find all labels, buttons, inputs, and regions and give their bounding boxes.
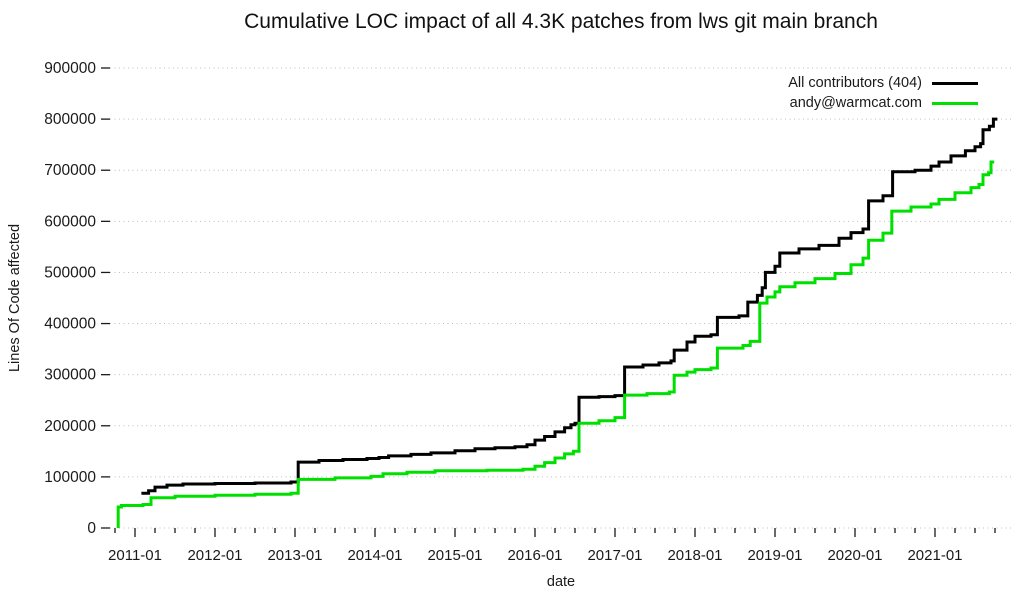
legend-label-all-contributors: All contributors (404) xyxy=(788,75,922,91)
x-tick-label: 2013-01 xyxy=(267,547,322,564)
x-tick-label: 2021-01 xyxy=(907,547,962,564)
y-tick-label: 100000 xyxy=(44,469,96,486)
y-tick-label: 600000 xyxy=(44,213,96,230)
x-tick-label: 2011-01 xyxy=(108,547,162,564)
y-tick-label: 800000 xyxy=(44,111,96,128)
y-tick-label: 300000 xyxy=(44,367,96,384)
y-tick-label: 900000 xyxy=(44,60,96,77)
x-tick-label: 2019-01 xyxy=(747,547,802,564)
y-tick-label: 400000 xyxy=(44,316,96,333)
x-tick-label: 2014-01 xyxy=(347,547,402,564)
y-tick-label: 0 xyxy=(87,520,96,537)
y-tick-label: 500000 xyxy=(44,264,96,281)
x-tick-label: 2015-01 xyxy=(427,547,482,564)
series-line-1 xyxy=(116,160,995,528)
chart-title: Cumulative LOC impact of all 4.3K patche… xyxy=(244,10,878,33)
legend-line-sample-black xyxy=(932,81,978,85)
y-axis-title: Lines Of Code affected xyxy=(7,223,23,373)
legend-line-sample-green xyxy=(932,101,978,105)
legend-row: andy@warmcat.com xyxy=(788,93,978,113)
x-tick-label: 2016-01 xyxy=(507,547,562,564)
x-tick-label: 2020-01 xyxy=(827,547,882,564)
series-line-0 xyxy=(141,117,998,495)
legend-label-andy-warmcat: andy@warmcat.com xyxy=(789,95,922,111)
x-axis-title: date xyxy=(546,574,576,590)
x-tick-label: 2017-01 xyxy=(587,547,642,564)
legend-row: All contributors (404) xyxy=(788,73,978,93)
x-tick-label: 2018-01 xyxy=(667,547,722,564)
y-tick-label: 700000 xyxy=(44,162,96,179)
x-tick-label: 2012-01 xyxy=(187,547,242,564)
y-tick-label: 200000 xyxy=(44,418,96,435)
legend: All contributors (404) andy@warmcat.com xyxy=(788,73,978,113)
